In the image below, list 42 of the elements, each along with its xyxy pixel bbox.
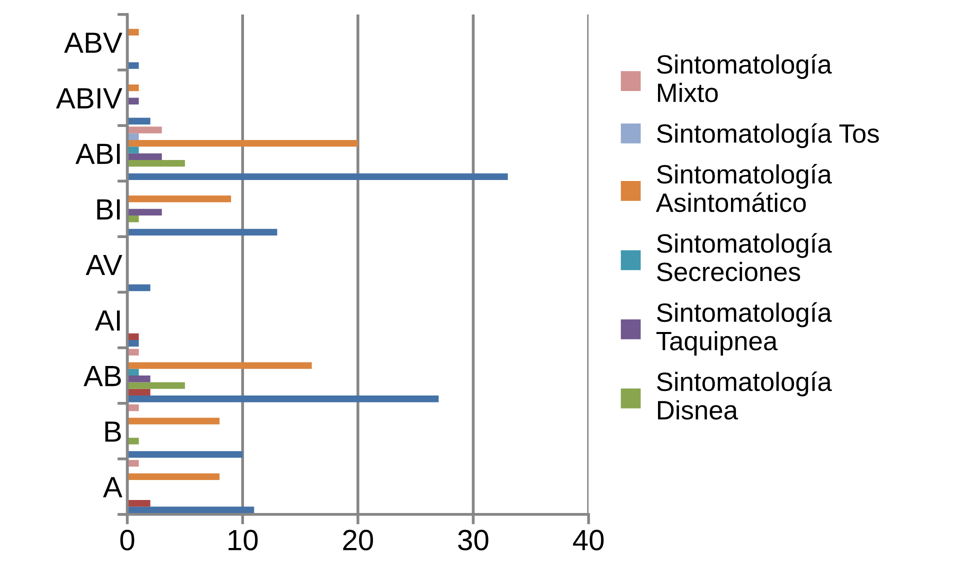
bar <box>127 418 220 424</box>
bar <box>127 382 185 389</box>
x-tick-label: 40 <box>573 530 604 550</box>
y-tick-label: ABIV <box>56 88 122 108</box>
bar <box>127 473 220 480</box>
bar <box>127 126 162 134</box>
bar <box>127 500 150 507</box>
y-tick-label: ABV <box>64 32 122 53</box>
bar <box>127 118 150 124</box>
bar <box>127 376 150 382</box>
bar <box>127 146 139 154</box>
bar <box>127 153 162 160</box>
legend-label: Sintomatología Mixto <box>657 54 832 102</box>
x-tick-label: 30 <box>458 530 488 550</box>
legend-label: Sintomatología Tos <box>657 123 879 148</box>
bar <box>127 396 439 402</box>
y-tick-label: AB <box>84 366 121 386</box>
y-tick-label: A <box>103 477 122 498</box>
bar <box>127 140 358 147</box>
bar <box>127 62 139 69</box>
bar <box>127 160 185 167</box>
bar <box>127 228 278 236</box>
y-tick-label: ABI <box>75 144 120 164</box>
y-tick-label: B <box>105 422 121 442</box>
bar <box>127 208 162 216</box>
legend-label: Sintomatología Asintomático <box>656 164 832 212</box>
bar <box>127 388 150 396</box>
bar <box>127 362 312 369</box>
bar <box>127 173 508 180</box>
x-tick-label: 10 <box>228 530 258 550</box>
y-tick-label: BI <box>97 199 120 220</box>
bar <box>127 506 254 514</box>
x-tick-label: 20 <box>343 530 373 550</box>
legend-label: Sintomatología Taquipnea <box>656 302 832 356</box>
bar <box>127 196 232 202</box>
bar <box>127 451 243 458</box>
legend-label: Sintomatología Disnea <box>657 371 832 420</box>
y-tick-label: AI <box>94 310 120 331</box>
legend-label: Sintomatología Secreciones <box>657 233 832 282</box>
y-tick-label: AV <box>86 254 122 276</box>
bar <box>127 284 150 292</box>
x-tick-label: 0 <box>120 530 134 550</box>
